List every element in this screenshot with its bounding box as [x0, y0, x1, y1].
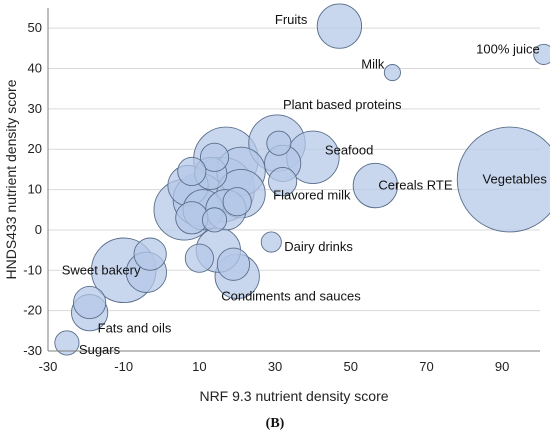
axes: -30 -20 -10 0 10 20 30 40 50 -30 -10 10 30 50 70 90	[23, 8, 540, 374]
bubble-label: Vegetables	[483, 172, 548, 187]
bubble-series	[54, 3, 550, 356]
bubble-point	[73, 285, 107, 320]
y-tick-label: 0	[35, 222, 42, 237]
bubble-point	[266, 130, 292, 156]
bubble-point	[133, 237, 167, 271]
bubble-label-flavored-milk: Flavored milk	[273, 188, 351, 203]
y-tick-label: 40	[28, 61, 42, 76]
bubble-label: Plant based proteins	[283, 97, 402, 112]
x-axis-label: NRF 9.3 nutrient density score	[199, 388, 388, 404]
bubble-point	[177, 156, 207, 187]
bubble-point	[201, 207, 228, 233]
bubble-point	[533, 43, 550, 65]
bubble-label: Sugars	[79, 342, 121, 357]
bubble-label: Sweet bakery	[62, 262, 141, 277]
bubble-label: 100% juice	[476, 41, 540, 56]
bubble-label: Milk	[361, 57, 385, 72]
y-tick-label: 10	[28, 182, 42, 197]
bubble-point	[383, 64, 401, 82]
bubble-label: Condiments and sauces	[221, 288, 361, 303]
bubble-chart: -30 -20 -10 0 10 20 30 40 50 -30 -10 10 30 50 70 90 Fru…	[3, 3, 550, 404]
bubble-point	[54, 330, 80, 356]
bubble-label: Fats and oils	[98, 321, 172, 336]
bubble-point	[268, 166, 298, 197]
x-tick-label: 10	[192, 359, 206, 374]
bubble-point	[316, 3, 363, 49]
bubble-label: Seafood	[325, 142, 373, 157]
bubble-label: Cereals RTE	[378, 178, 453, 193]
x-tick-label: 50	[344, 359, 358, 374]
y-tick-label: 50	[28, 20, 42, 35]
y-tick-label: 20	[28, 141, 42, 156]
figure-caption: (B)	[265, 416, 285, 431]
y-tick-label: -30	[23, 343, 42, 358]
y-tick-label: -10	[23, 262, 42, 277]
bubble-point	[222, 187, 252, 217]
x-tick-label: 90	[495, 359, 509, 374]
bubble-point	[456, 126, 550, 233]
bubble-label: Dairy drinks	[284, 239, 353, 254]
bubble-labels: Fruits Milk 100% juice Vegetables Cereals RT…	[62, 12, 548, 357]
bubble-point	[352, 162, 399, 209]
y-axis-label: HNDS433 nutrient density score	[3, 79, 19, 279]
bubble-label: Fruits	[275, 12, 308, 27]
bubble-point	[260, 231, 282, 253]
y-tick-label: 30	[28, 101, 42, 116]
x-tick-label: -10	[114, 359, 133, 374]
bubble-point	[199, 142, 230, 172]
bubble-point	[184, 243, 214, 273]
x-tick-label: 30	[268, 359, 282, 374]
x-tick-label: -30	[39, 359, 58, 374]
x-tick-label: 70	[419, 359, 433, 374]
bubble-point	[216, 247, 251, 281]
y-tick-label: -20	[23, 303, 42, 318]
